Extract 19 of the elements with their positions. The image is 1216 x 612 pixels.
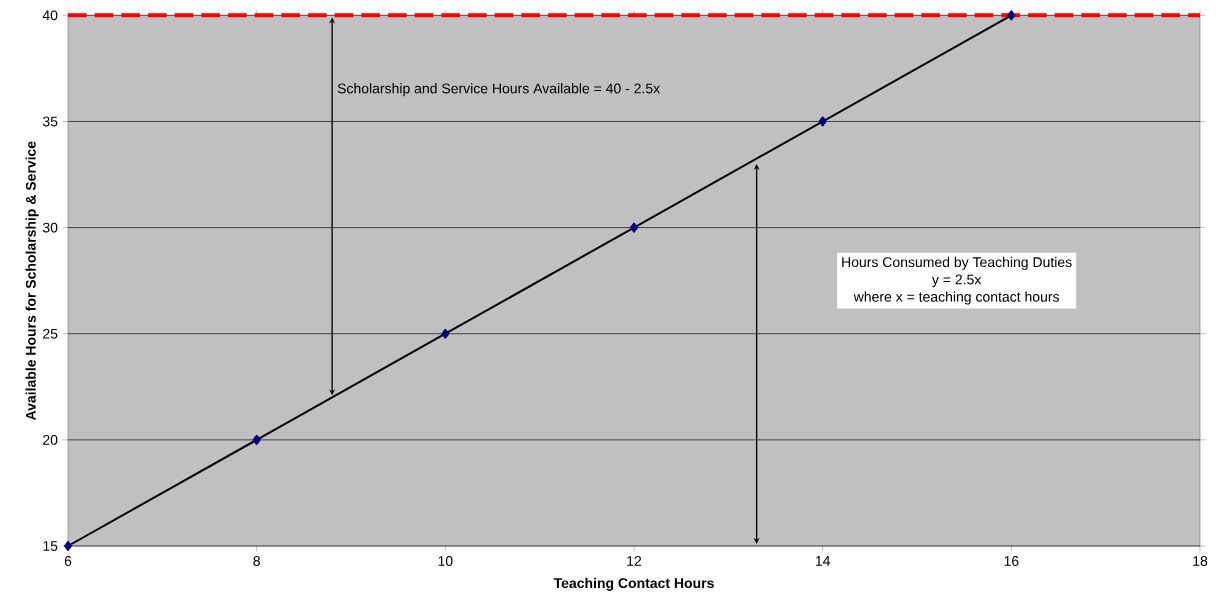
x-tick-label: 8: [253, 556, 260, 566]
y-tick-label: 40: [42, 10, 58, 21]
y-axis-title: Available Hours for Scholarship & Service: [25, 141, 39, 421]
x-tick-label: 10: [438, 556, 453, 566]
y-tick-label: 30: [42, 222, 58, 233]
x-tick-label: 16: [1004, 556, 1019, 566]
x-tick-label: 18: [1193, 556, 1208, 566]
annotation: where x = teaching contact hours: [853, 291, 1059, 305]
x-tick-label: 6: [64, 556, 72, 566]
annotation: y = 2.5x: [931, 274, 982, 288]
y-tick-label: 25: [43, 328, 58, 339]
y-tick-label: 20: [43, 434, 58, 445]
x-axis-title: Teaching Contact Hours: [553, 577, 714, 591]
x-tick-label: 12: [627, 556, 642, 566]
x-tick-label: 14: [815, 556, 831, 566]
y-tick-label: 35: [42, 116, 58, 127]
y-tick-label: 15: [43, 541, 58, 551]
annotation: Hours Consumed by Teaching Duties: [842, 256, 1072, 270]
annotation: Scholarship and Service Hours Available = 40 - 2.5x: [337, 83, 660, 97]
